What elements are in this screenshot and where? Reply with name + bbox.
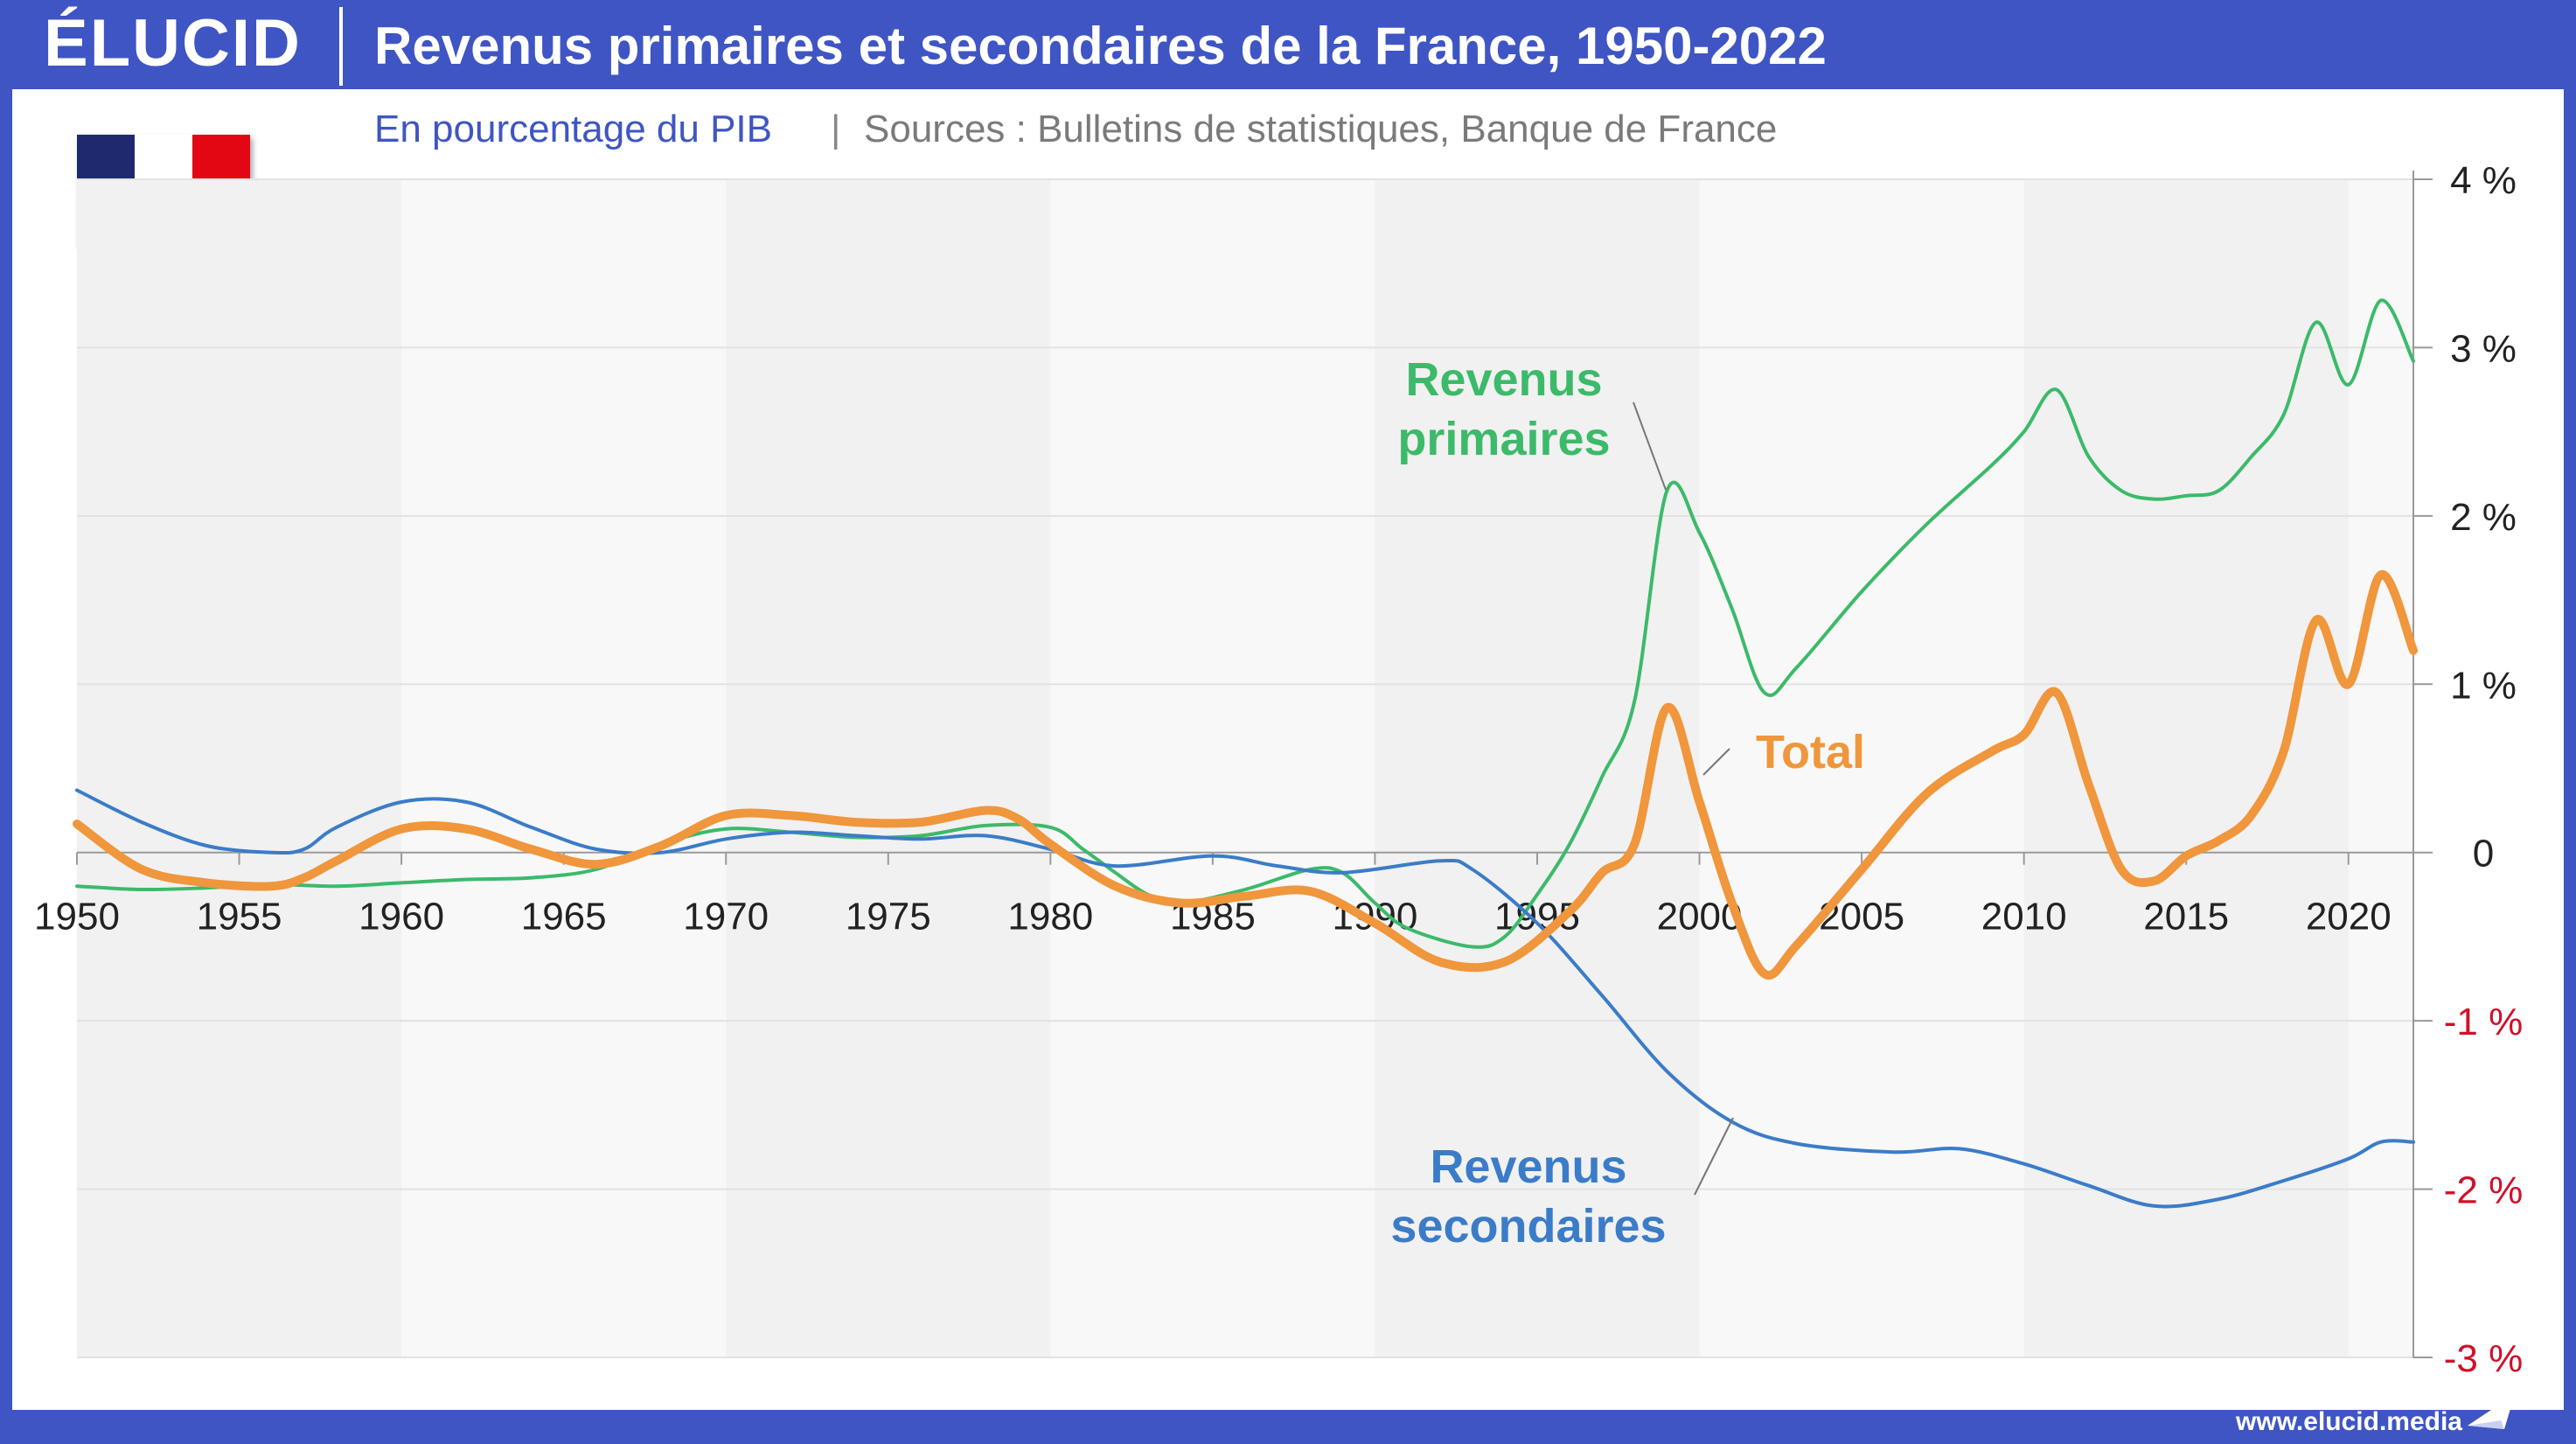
x-tick-label: 2015: [2143, 896, 2229, 938]
y-tick-label: 3 %: [2450, 327, 2517, 370]
y-tick-label: 0: [2473, 833, 2494, 875]
x-tick-label: 2010: [1981, 896, 2067, 938]
header: ÉLUCID Revenus primaires et secondaires …: [0, 0, 2576, 87]
x-tick-label: 1965: [521, 896, 607, 938]
x-tick-label: 2020: [2306, 896, 2392, 938]
y-tick-label: 1 %: [2450, 664, 2517, 707]
y-tick-label: -3 %: [2444, 1337, 2523, 1380]
x-tick-label: 1970: [683, 896, 769, 938]
x-tick-label: 1975: [846, 896, 931, 938]
y-tick-label: 4 %: [2450, 159, 2517, 202]
header-separator: [339, 7, 343, 86]
decade-band: [77, 179, 402, 1357]
x-tick-label: 1950: [34, 896, 120, 938]
label-leader-line: [1702, 748, 1730, 776]
decade-band: [1375, 179, 1700, 1357]
chart-subtitle: En pourcentage du PIB: [374, 108, 772, 150]
chart-title: Revenus primaires et secondaires de la F…: [374, 17, 1827, 75]
label-revenus-primaires: primaires: [1397, 413, 1610, 465]
y-tick-label: -2 %: [2444, 1169, 2523, 1212]
x-tick-label: 1960: [359, 896, 444, 938]
x-tick-label: 1955: [197, 896, 282, 938]
label-revenus-secondaires: secondaires: [1390, 1200, 1666, 1252]
subtitle-separator: |: [831, 108, 841, 150]
label-leader-line: [1694, 1117, 1734, 1196]
label-revenus-secondaires: Revenus: [1430, 1141, 1626, 1193]
series-line-total: [73, 570, 2418, 980]
decade-band: [1050, 179, 1375, 1357]
series-line-revenus-secondaires: [75, 788, 2415, 1209]
elucid-arrow-icon: [2468, 1394, 2515, 1429]
y-tick-label: -1 %: [2444, 1001, 2523, 1043]
decade-band: [726, 179, 1051, 1357]
label-leader-line: [1633, 401, 1667, 491]
chart-sources: Sources : Bulletins de statistiques, Ban…: [864, 108, 1778, 150]
label-total: Total: [1756, 726, 1865, 778]
y-tick-label: 2 %: [2450, 496, 2517, 539]
elucid-logo[interactable]: ÉLUCID: [44, 6, 302, 80]
footer-url[interactable]: www.elucid.media: [2236, 1407, 2462, 1436]
decade-band: [2348, 179, 2413, 1357]
label-revenus-primaires: Revenus: [1405, 353, 1602, 406]
decade-band: [401, 179, 727, 1357]
x-tick-label: 1980: [1007, 896, 1093, 938]
